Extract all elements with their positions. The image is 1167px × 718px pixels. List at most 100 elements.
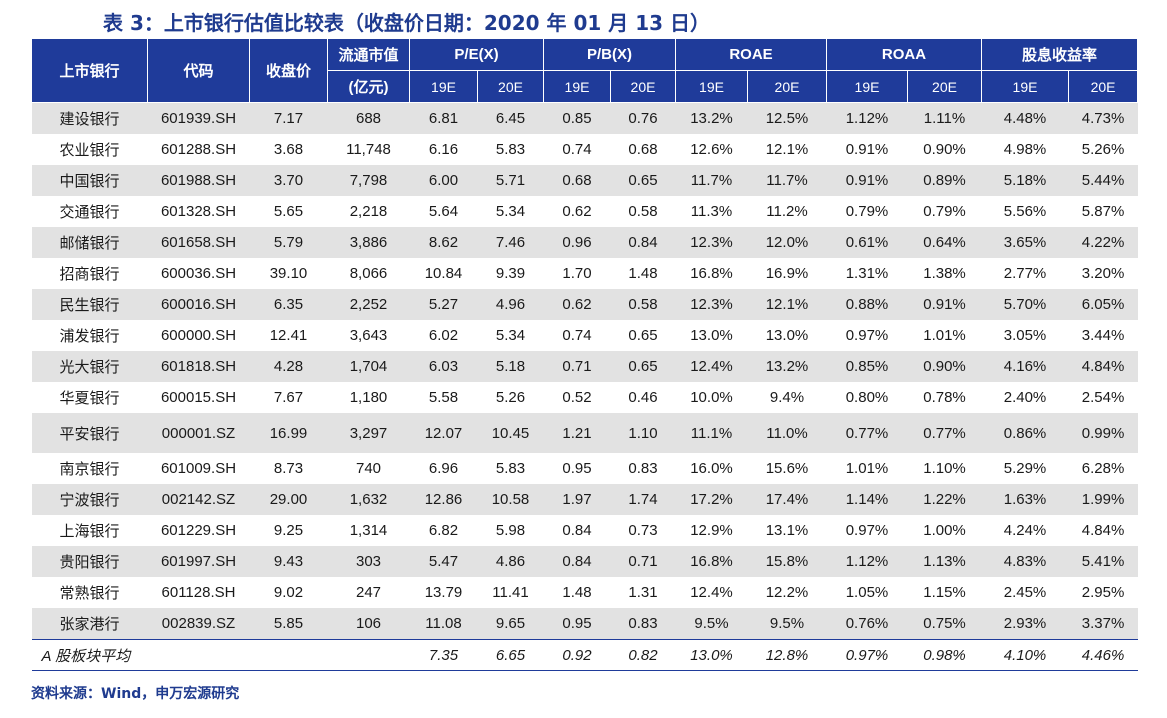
header-roaa-19e: 19E bbox=[826, 70, 908, 103]
bank-name-cell: 宁波银行 bbox=[31, 484, 148, 515]
value-cell: 1,704 bbox=[327, 351, 410, 382]
value-cell: 11,748 bbox=[346, 141, 391, 158]
value-cell: 15.8% bbox=[747, 546, 827, 577]
value-cell: 740 bbox=[355, 460, 382, 477]
code-cell: 600036.SH bbox=[160, 265, 237, 282]
value-cell: 3,297 bbox=[327, 413, 410, 453]
value-cell: 9.65 bbox=[477, 608, 544, 640]
value-cell: 0.90% bbox=[907, 351, 982, 382]
bank-name-cell: 农业银行 bbox=[59, 142, 120, 159]
value-cell: 11.7% bbox=[675, 165, 748, 196]
value-cell: 2,252 bbox=[327, 289, 410, 320]
value-cell: 5.26 bbox=[495, 389, 526, 406]
value-cell: 11.41 bbox=[492, 584, 529, 601]
table-row: 招商银行 600036.SH 39.10 8,066 10.84 9.39 1.70 1.48… bbox=[32, 258, 1138, 289]
header-bank: 上市银行 bbox=[31, 38, 148, 103]
value-cell: 4.28 bbox=[249, 351, 328, 382]
bank-name-cell: 民生银行 bbox=[31, 289, 148, 320]
value-cell: 0.78% bbox=[923, 389, 966, 406]
code-cell: 601229.SH bbox=[160, 522, 237, 539]
value-cell: 0.65 bbox=[628, 327, 658, 344]
value-cell: 39.10 bbox=[269, 265, 308, 282]
value-cell: 1.05% bbox=[845, 584, 889, 601]
value-cell: 1.00% bbox=[923, 522, 966, 539]
value-cell: 6.05% bbox=[1068, 289, 1138, 320]
header-pb-20e: 20E bbox=[610, 70, 676, 103]
value-cell: 0.77% bbox=[907, 413, 982, 453]
value-cell: 1.13% bbox=[907, 546, 982, 577]
value-cell: 5.29% bbox=[1003, 460, 1047, 477]
value-cell: 16.99 bbox=[249, 413, 328, 453]
value-cell: 5.26% bbox=[1081, 141, 1125, 158]
value-cell: 0.85 bbox=[543, 102, 611, 134]
value-cell: 11.3% bbox=[690, 203, 733, 220]
value-cell: 12.0% bbox=[747, 227, 827, 258]
value-cell: 0.95 bbox=[562, 460, 592, 477]
value-cell: 247 bbox=[355, 584, 382, 601]
value-cell: 13.79 bbox=[424, 584, 463, 601]
value-cell: 7,798 bbox=[327, 165, 410, 196]
average-value-cell: 0.92 bbox=[543, 639, 611, 671]
value-cell: 2,218 bbox=[349, 203, 388, 220]
value-cell: 5.87% bbox=[1081, 203, 1125, 220]
value-cell: 16.8% bbox=[690, 265, 733, 282]
value-cell: 10.84 bbox=[424, 265, 463, 282]
value-cell: 0.90% bbox=[923, 141, 966, 158]
table-row: 华夏银行 600015.SH 7.67 1,180 5.58 5.26 0.52 0.46 10… bbox=[32, 382, 1138, 413]
value-cell: 0.83 bbox=[628, 460, 658, 477]
value-cell: 0.84 bbox=[543, 546, 611, 577]
value-cell: 0.52 bbox=[562, 389, 592, 406]
value-cell: 9.5% bbox=[675, 608, 748, 640]
value-cell: 0.58 bbox=[610, 289, 676, 320]
table-row: 建设银行 601939.SH 7.17 688 6.81 6.45 0.85 0.76 13.2… bbox=[31, 102, 1138, 134]
code-cell: 000001.SZ bbox=[147, 413, 250, 453]
value-cell: 0.83 bbox=[610, 608, 676, 640]
value-cell: 3.37% bbox=[1068, 608, 1138, 640]
header-roae-19e: 19E bbox=[675, 70, 748, 103]
header-pb: P/B(X) bbox=[543, 38, 676, 71]
table-title: 表 3：上市银行估值比较表（收盘价日期：2020 年 01 月 13 日） bbox=[103, 11, 711, 35]
value-cell: 11.2% bbox=[766, 203, 808, 220]
value-cell: 4.84% bbox=[1081, 522, 1125, 539]
value-cell: 5.65 bbox=[273, 203, 304, 220]
value-cell: 6.82 bbox=[428, 522, 459, 539]
value-cell: 5.41% bbox=[1068, 546, 1138, 577]
header-dividend-19e: 19E bbox=[981, 70, 1070, 103]
value-cell: 6.03 bbox=[409, 351, 478, 382]
table-row: 邮储银行 601658.SH 5.79 3,886 8.62 7.46 0.96 0.84 12… bbox=[31, 227, 1138, 258]
value-cell: 0.68 bbox=[628, 141, 658, 158]
table-row: 农业银行 601288.SH 3.68 11,748 6.16 5.83 0.74 0.68 1… bbox=[32, 134, 1138, 165]
value-cell: 6.35 bbox=[249, 289, 328, 320]
table-row: 南京银行 601009.SH 8.73 740 6.96 5.83 0.95 0.83 16.0… bbox=[32, 453, 1138, 484]
value-cell: 12.07 bbox=[409, 413, 478, 453]
value-cell: 5.71 bbox=[477, 165, 544, 196]
value-cell: 5.64 bbox=[428, 203, 459, 220]
table-row: 民生银行 600016.SH 6.35 2,252 5.27 4.96 0.62 0.58 12… bbox=[31, 289, 1138, 320]
value-cell: 1,180 bbox=[349, 389, 388, 406]
value-cell: 0.99% bbox=[1068, 413, 1138, 453]
value-cell: 9.5% bbox=[747, 608, 827, 640]
value-cell: 1.01% bbox=[923, 327, 966, 344]
average-value-cell: 6.65 bbox=[477, 639, 544, 671]
value-cell: 0.91% bbox=[826, 165, 908, 196]
bank-name-cell: 交通银行 bbox=[59, 204, 120, 221]
average-value-cell: 4.46% bbox=[1068, 639, 1138, 671]
bank-name-cell: 中国银行 bbox=[31, 165, 148, 196]
value-cell: 0.97% bbox=[845, 522, 889, 539]
value-cell: 1.38% bbox=[923, 265, 966, 282]
value-cell: 7.17 bbox=[249, 102, 328, 134]
value-cell: 9.4% bbox=[769, 389, 805, 406]
value-cell: 0.86% bbox=[981, 413, 1069, 453]
value-cell: 4.16% bbox=[981, 351, 1069, 382]
average-value-cell: 0.97% bbox=[826, 639, 908, 671]
value-cell: 1.12% bbox=[826, 546, 908, 577]
header-pe: P/E(X) bbox=[409, 38, 544, 71]
value-cell: 1.22% bbox=[907, 484, 982, 515]
value-cell: 5.27 bbox=[409, 289, 478, 320]
value-cell: 1.12% bbox=[826, 102, 908, 134]
table-row: 浦发银行 600000.SH 12.41 3,643 6.02 5.34 0.74 0.65 1… bbox=[32, 320, 1138, 351]
value-cell: 5.34 bbox=[495, 203, 526, 220]
code-cell: 601988.SH bbox=[147, 165, 250, 196]
value-cell: 12.4% bbox=[690, 584, 733, 601]
value-cell: 0.95 bbox=[543, 608, 611, 640]
